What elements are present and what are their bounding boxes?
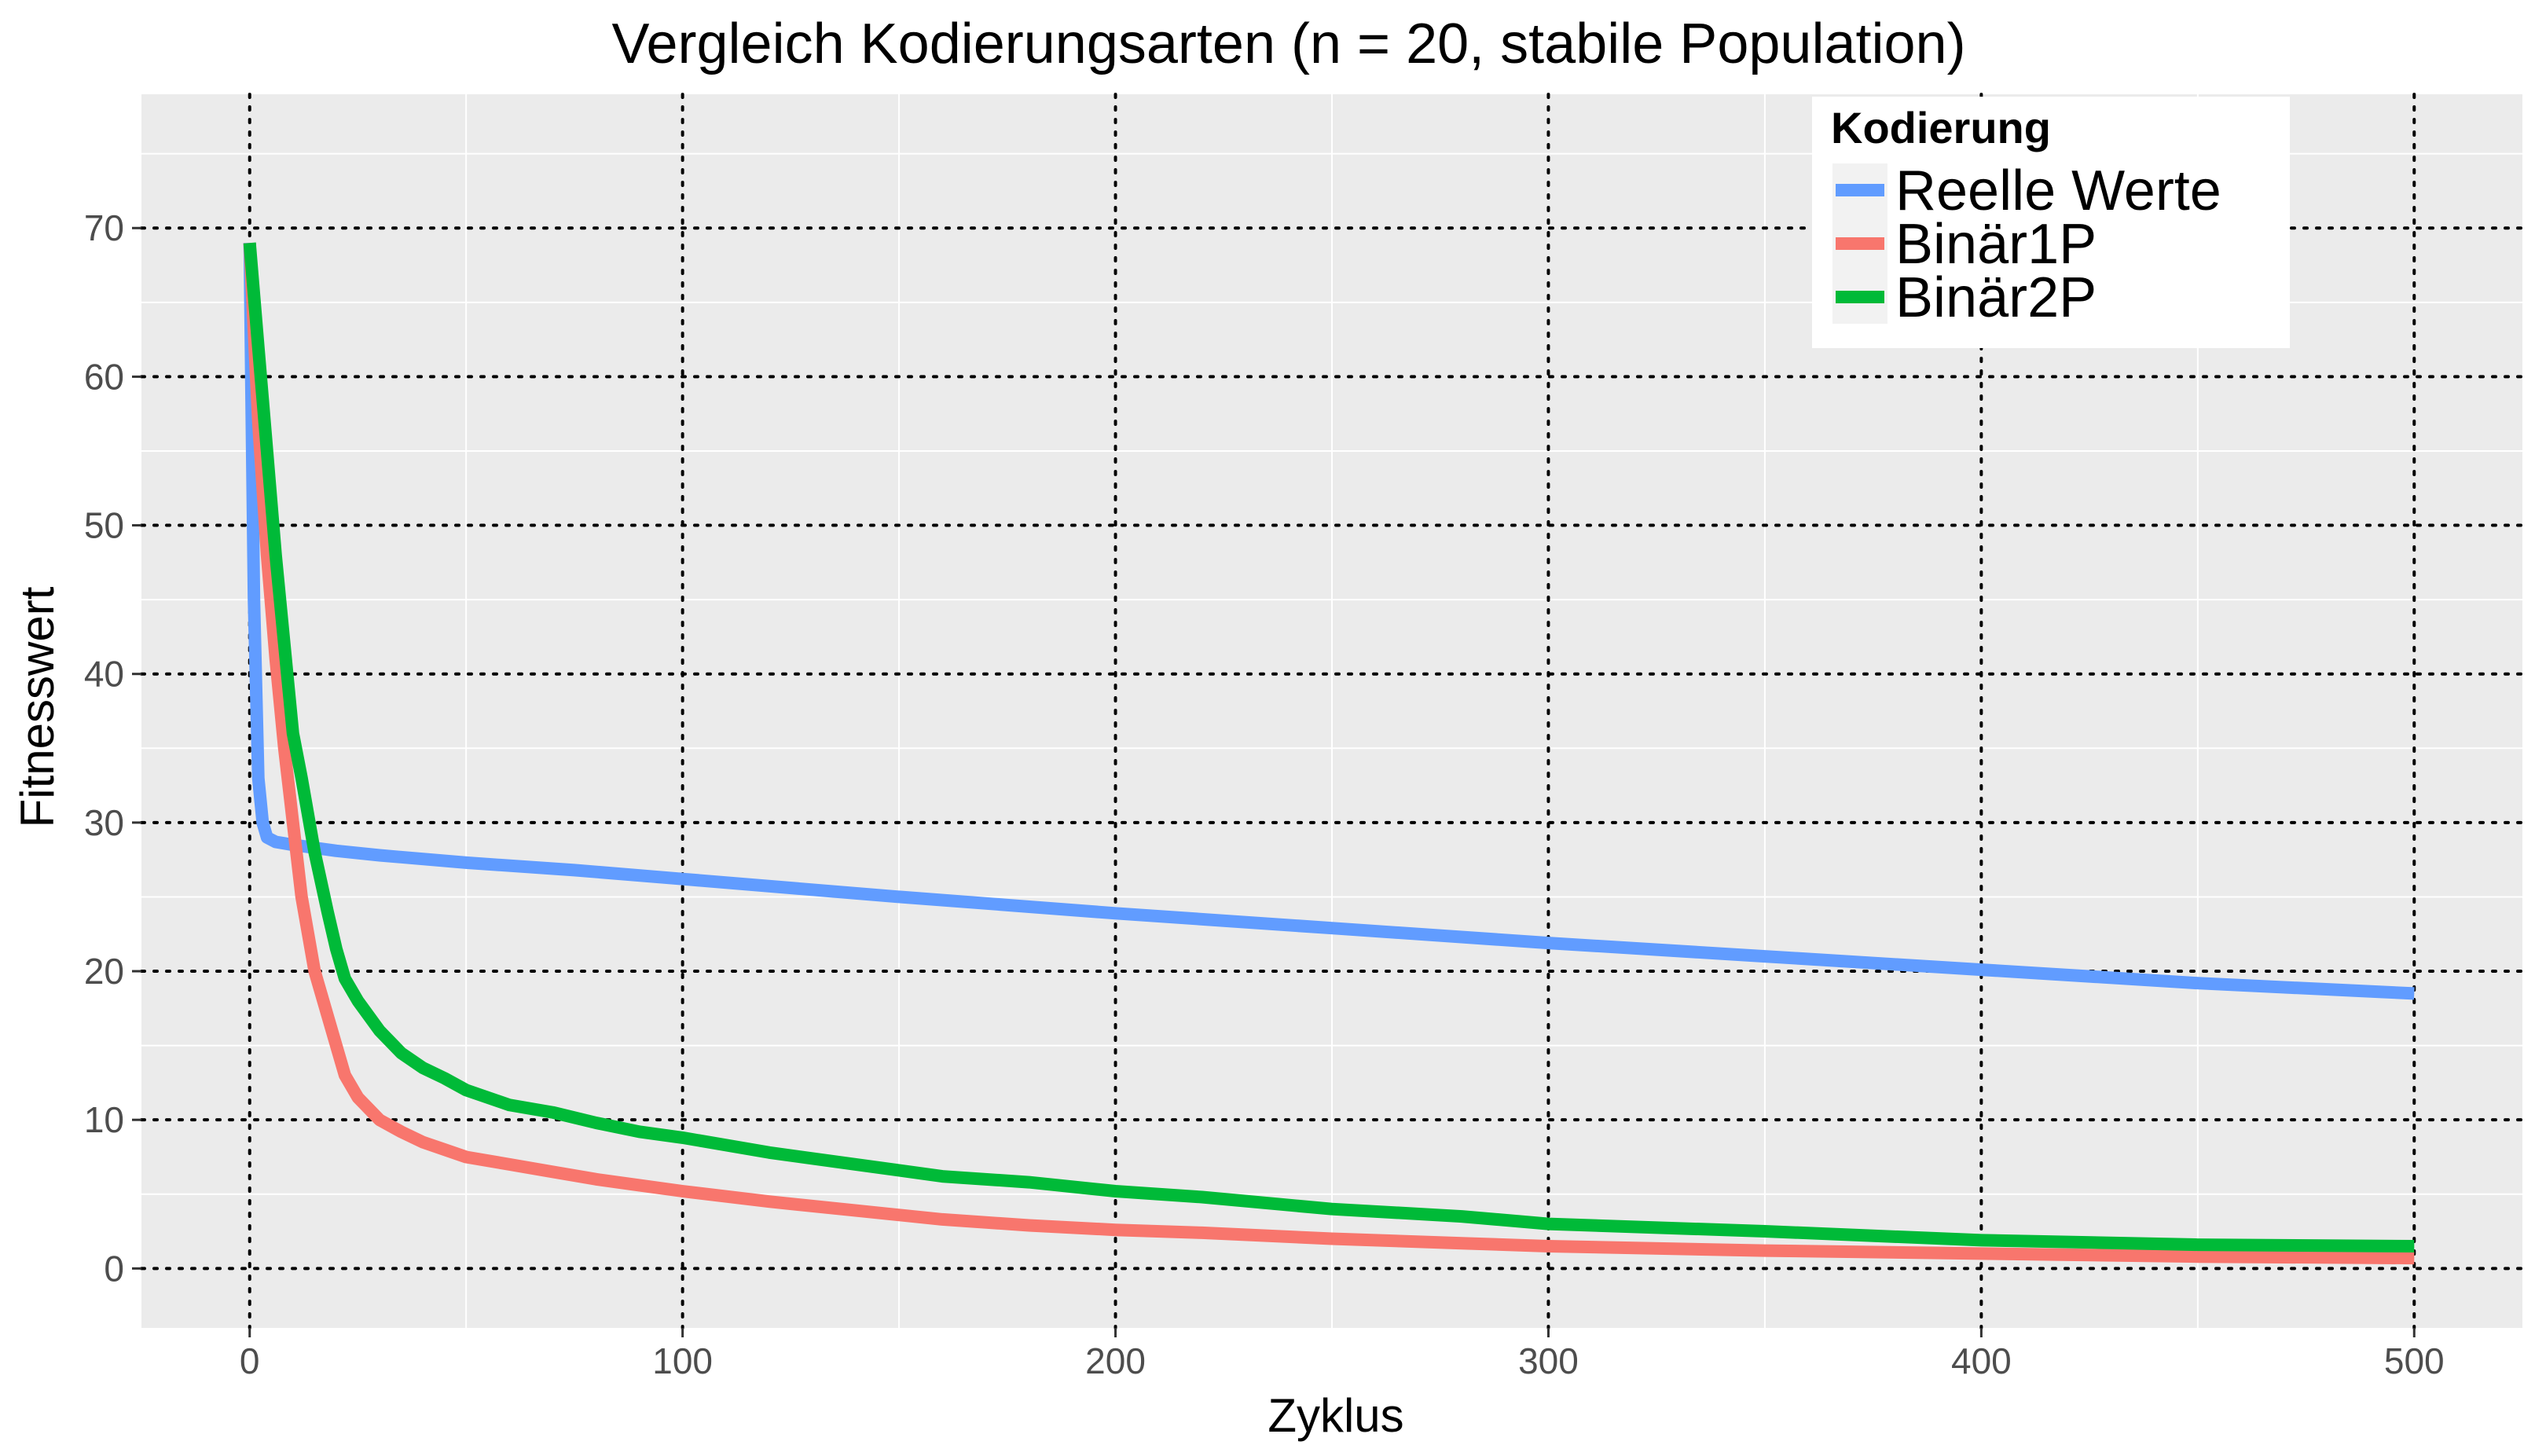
y-tick-label: 10	[84, 1099, 124, 1140]
chart-title: Vergleich Kodierungsarten (n = 20, stabi…	[611, 13, 1965, 75]
y-tick-label: 0	[104, 1248, 124, 1289]
x-tick-label: 500	[2384, 1340, 2445, 1381]
legend-label: Binär1P	[1895, 213, 2097, 276]
y-tick-label: 30	[84, 802, 124, 843]
legend-label: Binär2P	[1895, 266, 2097, 329]
x-tick-label: 400	[1951, 1340, 2012, 1381]
tick-layer: 0 100 200 300 400 500 0 10 20 30 40 50 60 70	[84, 207, 2445, 1381]
y-tick-label: 60	[84, 356, 124, 397]
y-tick-label: 20	[84, 951, 124, 992]
legend-label: Reelle Werte	[1895, 160, 2221, 222]
x-tick-label: 200	[1085, 1340, 1146, 1381]
y-tick-label: 70	[84, 207, 124, 248]
y-tick-label: 40	[84, 654, 124, 695]
x-axis-title: Zyklus	[1267, 1389, 1403, 1442]
x-tick-label: 100	[652, 1340, 713, 1381]
series-layer	[243, 242, 2415, 1265]
series-line-3	[243, 242, 2415, 1252]
y-axis-title: Fitnesswert	[11, 586, 64, 827]
legend-title: Kodierung	[1831, 103, 2051, 152]
legend-background	[1812, 97, 2290, 348]
x-tick-label: 0	[240, 1340, 260, 1381]
series-line-2	[243, 242, 2415, 1265]
series-line-1	[243, 243, 2415, 1000]
x-tick-label: 300	[1518, 1340, 1579, 1381]
y-tick-label: 50	[84, 505, 124, 546]
